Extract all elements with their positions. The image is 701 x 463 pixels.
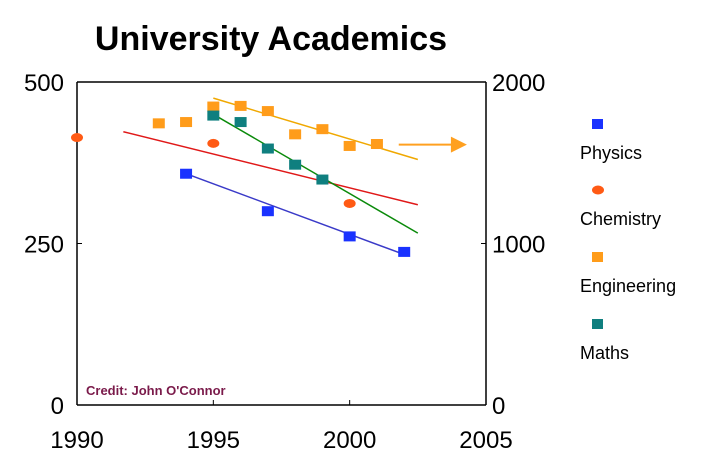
point-chemistry bbox=[71, 133, 83, 143]
point-maths bbox=[316, 174, 329, 185]
point-engineering bbox=[316, 124, 329, 135]
point-engineering bbox=[152, 118, 165, 129]
legend-marker-engineering bbox=[592, 252, 603, 262]
data-points bbox=[71, 100, 411, 257]
point-maths bbox=[207, 110, 220, 121]
trend-line-chemistry bbox=[123, 131, 419, 206]
point-maths bbox=[289, 159, 302, 170]
point-engineering bbox=[261, 106, 274, 117]
legend-label-engineering: Engineering bbox=[580, 276, 676, 296]
point-engineering bbox=[180, 117, 193, 128]
trend-line-maths bbox=[212, 113, 419, 234]
legend-label-maths: Maths bbox=[580, 343, 629, 363]
y2-tick-label: 2000 bbox=[492, 70, 545, 97]
point-chemistry bbox=[207, 138, 220, 148]
y2-tick-label: 0 bbox=[492, 393, 505, 420]
point-engineering bbox=[234, 100, 247, 111]
chart-title: University Academics bbox=[95, 20, 447, 58]
point-engineering bbox=[207, 101, 220, 112]
trend-lines bbox=[123, 97, 419, 256]
legend-label-chemistry: Chemistry bbox=[580, 209, 661, 229]
point-maths bbox=[261, 143, 274, 154]
point-engineering bbox=[370, 139, 383, 150]
arrow-head bbox=[450, 136, 467, 153]
y-tick-label: 250 bbox=[24, 232, 64, 259]
point-physics bbox=[398, 246, 411, 257]
credit-text: Credit: John O'Connor bbox=[86, 383, 226, 398]
x-tick-label: 1995 bbox=[187, 427, 240, 454]
point-physics bbox=[261, 206, 274, 217]
point-maths bbox=[234, 117, 247, 128]
legend-marker-chemistry bbox=[592, 185, 604, 195]
x-tick-label: 2005 bbox=[459, 427, 512, 454]
point-chemistry bbox=[343, 198, 356, 208]
point-engineering bbox=[289, 129, 302, 140]
y-tick-label: 500 bbox=[24, 70, 64, 97]
trend-line-engineering bbox=[213, 97, 419, 161]
legend-marker-maths bbox=[592, 319, 603, 329]
ticks-layer: 1990 1995 2000 2005 0 250 500 0 1000 2000 bbox=[24, 70, 545, 454]
point-engineering bbox=[343, 140, 356, 151]
point-physics bbox=[343, 231, 356, 242]
legend-label-physics: Physics bbox=[580, 143, 642, 163]
legend: Physics Chemistry Engineering Maths bbox=[580, 119, 676, 363]
x-tick-label: 1990 bbox=[50, 427, 103, 454]
x-tick-label: 2000 bbox=[323, 427, 376, 454]
point-physics bbox=[180, 168, 193, 179]
trend-line-physics bbox=[185, 173, 405, 256]
legend-marker-physics bbox=[592, 119, 603, 129]
annotations bbox=[398, 136, 467, 153]
y-tick-label: 0 bbox=[51, 393, 64, 420]
y2-tick-label: 1000 bbox=[492, 232, 545, 259]
